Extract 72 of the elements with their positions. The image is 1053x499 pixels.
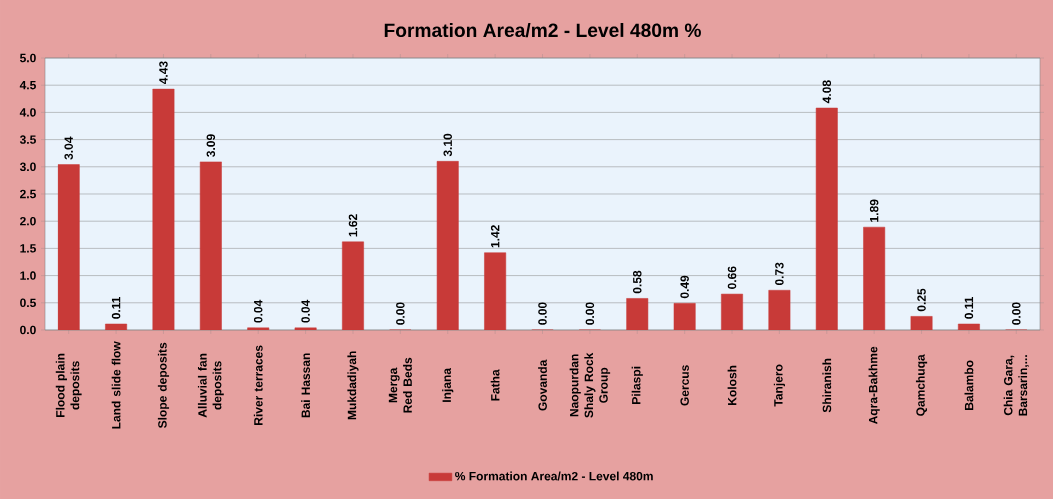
x-tick-label: Alluvial fan deposits bbox=[197, 353, 224, 418]
bar bbox=[768, 290, 791, 330]
data-label: 1.89 bbox=[869, 199, 879, 222]
x-tick-label: Balambo bbox=[964, 360, 974, 410]
legend-label: % Formation Area/m2 - Level 480m bbox=[455, 471, 653, 481]
bar bbox=[57, 164, 80, 330]
x-tick-label: Aqra-Bakhme bbox=[868, 346, 880, 425]
data-label: 0.11 bbox=[964, 296, 974, 319]
x-tick-label: Chia Gara, Barsarin,... bbox=[1003, 355, 1029, 416]
data-label: 3.10 bbox=[443, 133, 452, 157]
data-label: 0.00 bbox=[396, 302, 405, 325]
bar bbox=[721, 293, 743, 330]
y-tick-label: 2.5 bbox=[20, 189, 36, 199]
x-tick-label: Fatha bbox=[490, 369, 500, 401]
y-tick-label: 1.0 bbox=[20, 271, 36, 280]
x-tick-label: Govanda bbox=[538, 359, 547, 411]
x-tick-label: Tanjero bbox=[773, 364, 785, 407]
data-label: 0.66 bbox=[727, 266, 737, 289]
x-tick-label: Gercus bbox=[680, 365, 689, 406]
x-tick-label: Slope deposits bbox=[157, 342, 170, 429]
bar bbox=[152, 88, 175, 330]
bar bbox=[863, 226, 886, 330]
x-tick-label: Qamchuqa bbox=[915, 354, 928, 416]
x-tick-label: Bai Hassan bbox=[301, 353, 311, 418]
data-label: 0.04 bbox=[253, 299, 263, 323]
x-tick-label: Mukdadiyah bbox=[347, 351, 359, 420]
bar bbox=[673, 303, 696, 330]
bar bbox=[342, 241, 364, 330]
bar bbox=[294, 327, 317, 330]
data-label: 0.00 bbox=[538, 302, 547, 325]
chart-title: Formation Area/m2 - Level 480m % bbox=[384, 23, 701, 38]
x-tick-label: Kolosh bbox=[727, 365, 737, 405]
x-tick-label: Naopurdan Shaly Rock Group bbox=[569, 352, 611, 418]
x-tick-label: River terraces bbox=[253, 345, 263, 425]
data-label: 1.62 bbox=[348, 214, 358, 237]
data-label: 0.58 bbox=[633, 270, 642, 294]
y-tick-label: 1.5 bbox=[20, 244, 36, 253]
data-label: 0.49 bbox=[680, 275, 689, 299]
x-tick-label: Land slide flow bbox=[111, 341, 121, 429]
bar bbox=[815, 107, 838, 330]
x-tick-label: Shiranish bbox=[822, 358, 832, 413]
y-tick-label: 4.5 bbox=[19, 81, 36, 90]
bar bbox=[957, 323, 980, 330]
data-label: 0.11 bbox=[111, 296, 121, 319]
bar bbox=[199, 161, 222, 330]
y-tick-label: 0.5 bbox=[20, 298, 36, 308]
data-label: 0.00 bbox=[585, 302, 595, 325]
data-label: 0.04 bbox=[301, 299, 310, 323]
bar bbox=[910, 316, 933, 330]
data-label: 3.09 bbox=[206, 134, 216, 157]
y-tick-label: 3.5 bbox=[19, 135, 36, 144]
bar bbox=[436, 161, 459, 330]
data-label: 0.00 bbox=[1012, 302, 1021, 325]
y-tick-label: 0.0 bbox=[20, 325, 36, 335]
data-label: 4.08 bbox=[822, 80, 832, 104]
data-label: 1.42 bbox=[490, 225, 500, 248]
y-tick-label: 5.0 bbox=[20, 53, 36, 63]
data-label: 0.25 bbox=[917, 288, 926, 312]
x-tick-label: Injana bbox=[442, 367, 454, 402]
bar bbox=[247, 327, 270, 330]
bar bbox=[484, 252, 507, 330]
y-tick-label: 4.0 bbox=[19, 108, 36, 117]
y-tick-label: 2.0 bbox=[20, 216, 36, 226]
y-tick-label: 3.0 bbox=[19, 162, 36, 172]
x-tick-label: Flood plain deposits bbox=[55, 353, 82, 417]
x-tick-label: Pilaspi bbox=[631, 366, 643, 404]
x-tick-label: Merga Red Beds bbox=[388, 357, 412, 413]
data-label: 3.04 bbox=[64, 136, 73, 160]
bar bbox=[626, 298, 649, 330]
bar bbox=[105, 323, 128, 330]
data-label: 0.73 bbox=[775, 262, 784, 286]
data-label: 4.43 bbox=[159, 61, 168, 85]
